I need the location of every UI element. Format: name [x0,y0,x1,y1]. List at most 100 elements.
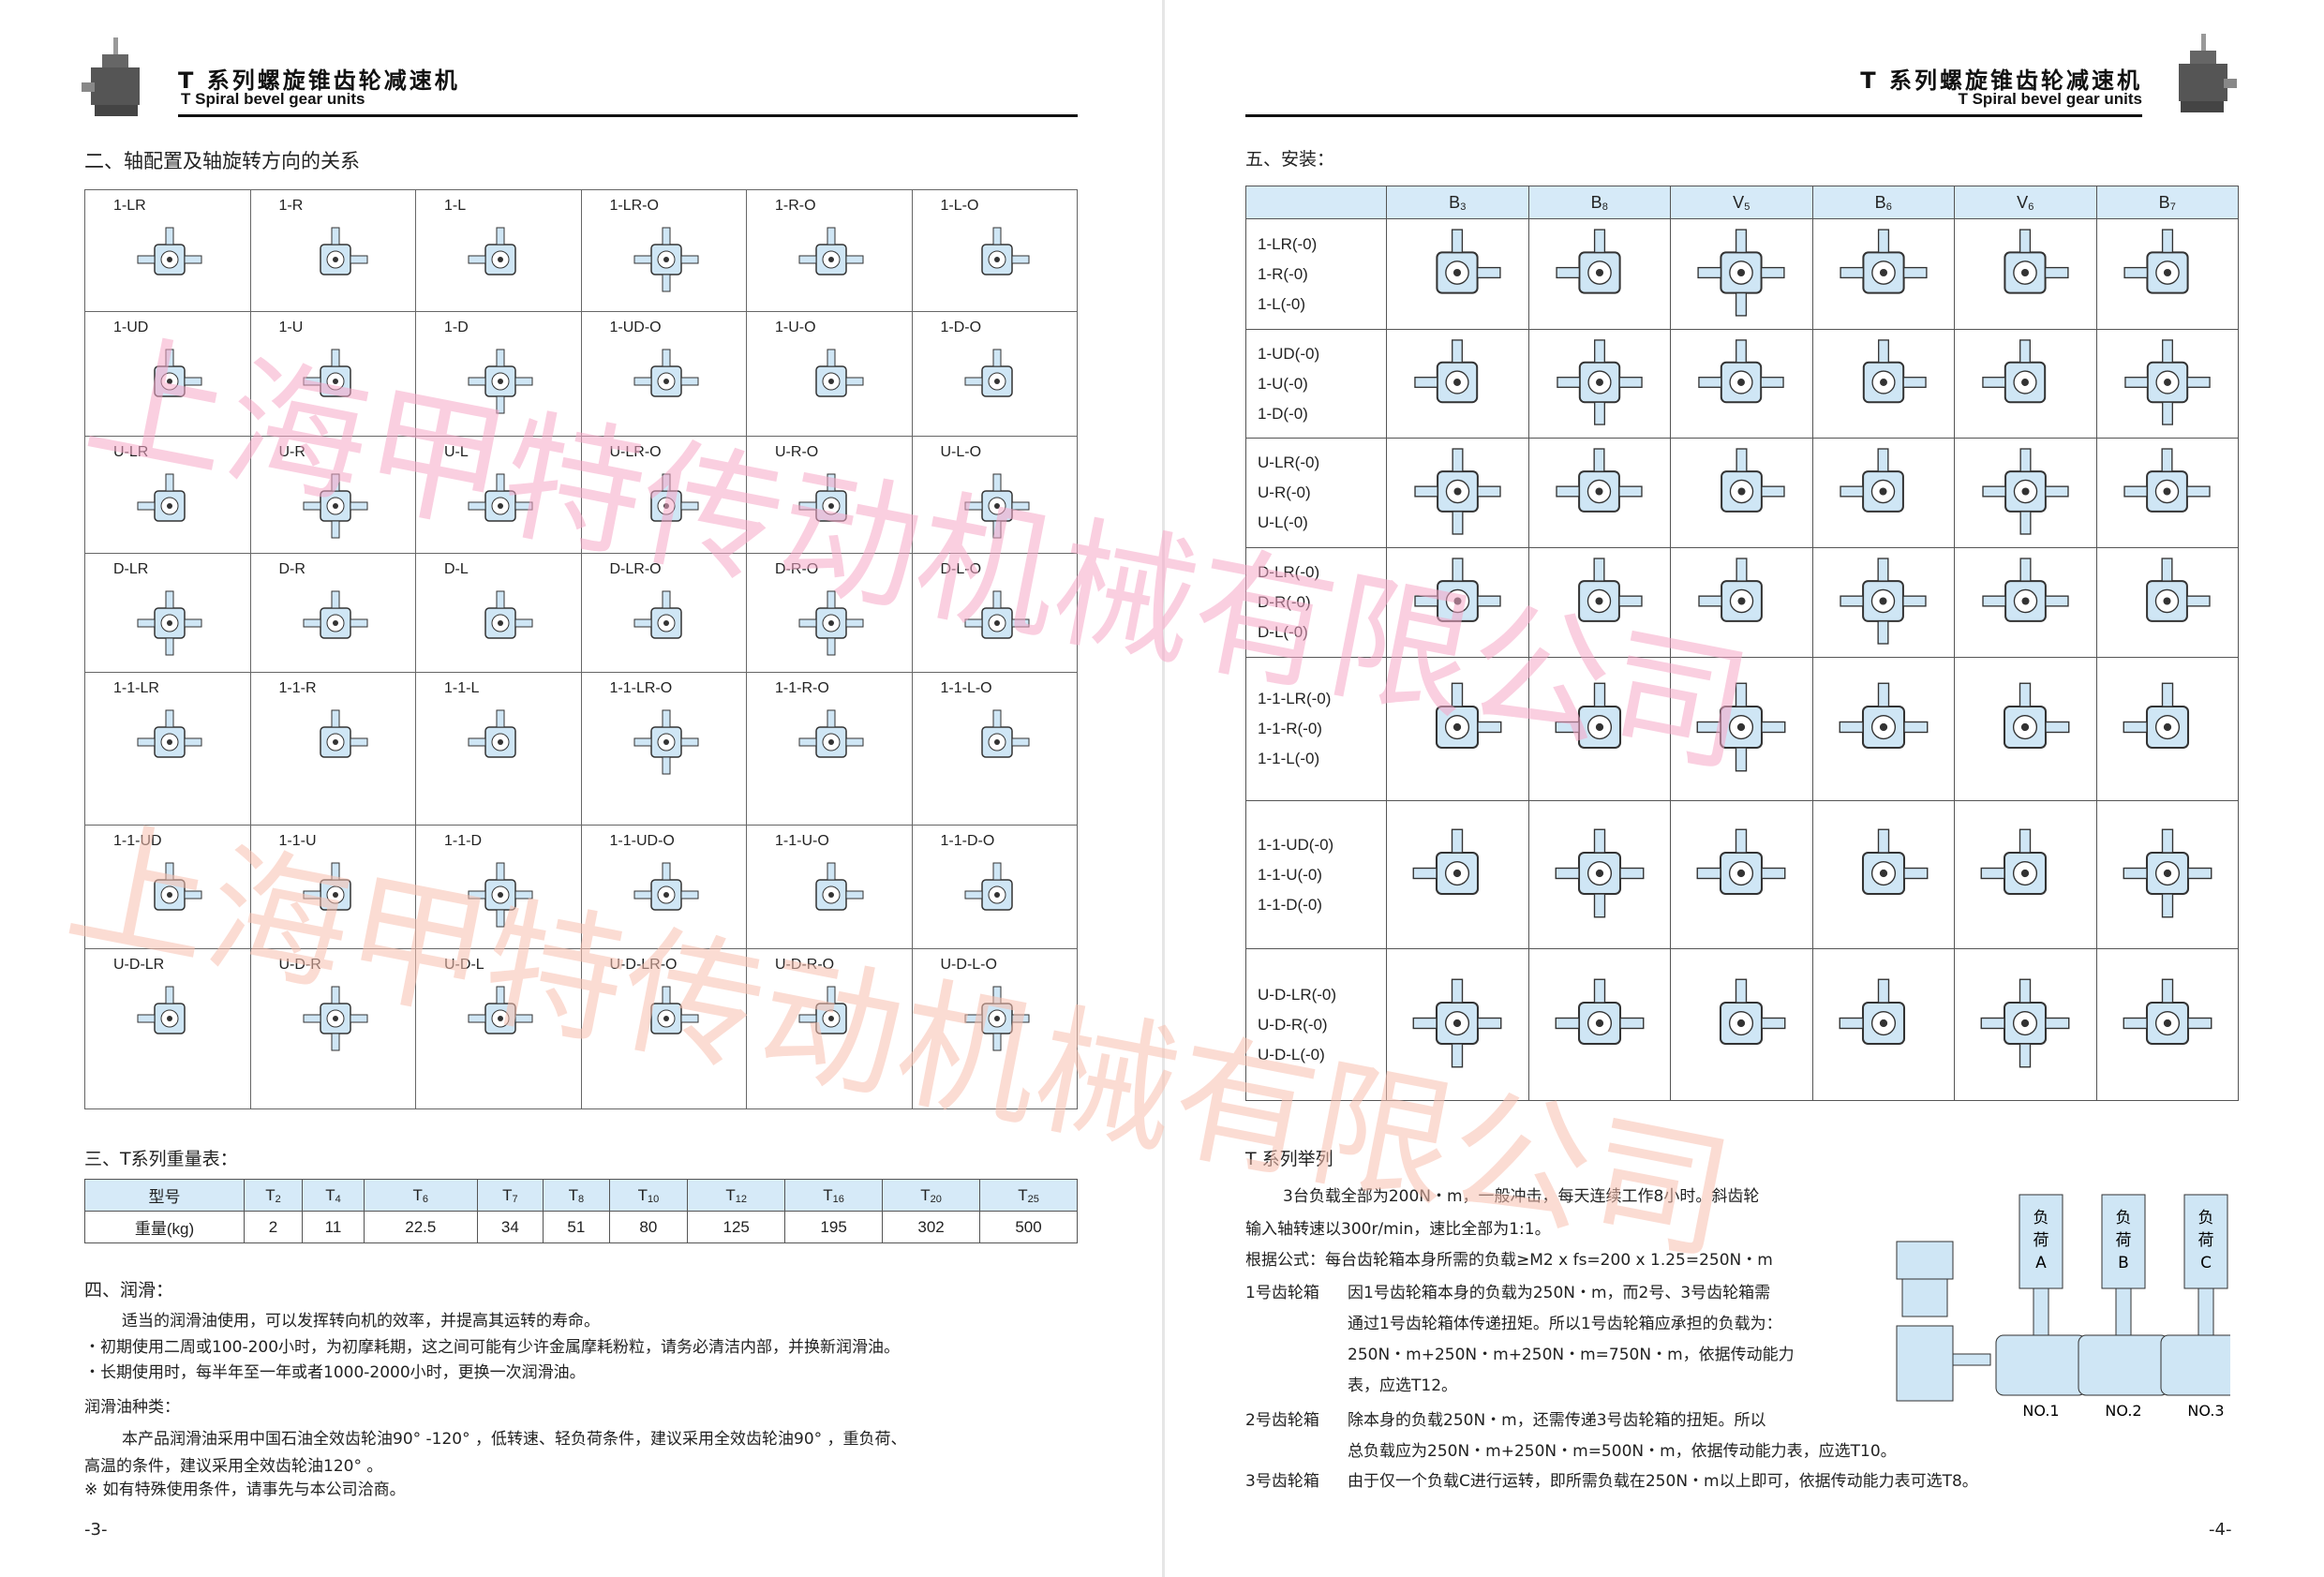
lube-line: 适当的润滑油使用，可以发挥转向机的效率，并提高其运转的寿命。 [122,1312,600,1331]
weight-cell: 302 [882,1211,981,1243]
gear-unit-icon [633,862,698,911]
config-cell: 1-1-R [249,672,416,826]
model-cell: T12 [687,1179,786,1212]
gear-unit-icon [319,227,367,275]
model-cell: T7 [476,1179,544,1212]
install-cell [2095,948,2239,1101]
section3-title: 三、T系列重量表： [84,1149,238,1169]
model-sub: 25 [1027,1193,1039,1205]
config-row: 1-UD 1-U 1-D 1-UD-O 1-U-O 1-D-O [84,311,1078,437]
gear-unit-icon [815,862,864,911]
gear-unit-icon [1556,447,1643,513]
config-label: 1-LR [113,198,146,214]
config-label: 1-1-R [278,680,317,696]
config-label: 1-L-O [940,198,979,214]
install-cell [1954,657,2097,801]
config-cell: 1-L [415,189,582,312]
config-cell: 1-LR-O [580,189,747,312]
gear-unit-icon [1982,447,2069,535]
config-label: 1-1-R-O [775,680,829,696]
config-row: U-LR U-R U-L U-LR-O U-R-O U-L-O [84,436,1078,554]
install-row: 1-LR(-0) 1-R(-0) 1-L(-0) [1245,218,2239,330]
gearbox-line: 250N・m+250N・m+250N・m=750N・m，依据传动能力 [1348,1346,1795,1364]
config-label: U-R [278,444,305,460]
weight-table: 型号 T2 T4 T6 T7 T8 T10 T12 T16 T20 T25 重量(kg) 2 11 22.5… [84,1179,1078,1243]
gearbox-unit [2160,1334,2230,1396]
install-cell [1954,800,2097,949]
gear-unit-icon [1436,228,1501,294]
gearbox-line: 由于仅一个负载C进行运转，即所需负载在250N・m以上即可，依据传动能力表可选T… [1348,1472,1978,1491]
config-cell: 1-1-UD [84,825,251,949]
gearbox-line: 因1号齿轮箱本身的负载为250N・m，而2号、3号齿轮箱需 [1348,1284,1771,1302]
drive-arrangement-diagram: 负荷 A NO.1 负荷 B NO.2 负荷 C NO.3 [1896,1194,2230,1420]
install-label-cell: 1-1-LR(-0) 1-1-R(-0) 1-1-L(-0) [1245,657,1387,801]
mount-sub: 5 [1744,201,1750,213]
config-cell: 1-UD [84,311,251,437]
model-main: T [325,1185,335,1204]
install-label: 1-1-UD(-0) [1258,835,1334,854]
gear-unit-icon [1412,828,1480,895]
install-label-cell: D-LR(-0) D-R(-0) D-L(-0) [1245,547,1387,658]
install-cell [1811,948,1955,1101]
weight-header: 重量(kg) [84,1211,245,1243]
gear-unit-icon [1436,682,1502,750]
config-label: 1-1-U [278,833,317,849]
mount-header: B7 [2095,186,2239,219]
model-main: T [502,1185,513,1204]
gear-unit-icon [2146,557,2211,622]
gear-unit-icon [2004,228,2069,294]
gear-unit-icon [649,986,698,1034]
config-cell: U-D-R-O [746,948,913,1109]
model-cell: T20 [882,1179,981,1212]
gear-unit-icon [798,473,847,522]
gear-unit-icon [1557,338,1643,425]
header-title-cn: T 系列螺旋锥齿轮减速机 [1860,67,2142,94]
model-sub: 12 [735,1193,747,1205]
page-number: -4- [2209,1520,2232,1540]
config-label: 1-1-U-O [775,833,829,849]
gearbox-unit [1995,1334,2087,1396]
mount-sub: 8 [1601,201,1608,213]
gear-unit-icon [980,227,1029,275]
install-label-cell: U-LR(-0) U-R(-0) U-L(-0) [1245,438,1387,548]
model-header: 型号 [84,1179,245,1212]
install-row: U-D-LR(-0) U-D-R(-0) U-D-L(-0) [1245,948,2239,1101]
model-main: T [823,1185,833,1204]
config-label: 1-1-L [444,680,480,696]
config-label: 1-R [278,198,304,214]
mount-header: V6 [1954,186,2097,219]
gear-unit-icon [154,349,202,397]
gear-unit-icon [633,349,698,397]
install-cell [1670,547,1813,658]
weight-cell: 125 [687,1211,786,1243]
gear-unit-icon [468,862,533,928]
config-cell: 1-1-L-O [911,672,1078,826]
install-cell [1670,218,1813,330]
model-sub: 8 [577,1193,585,1205]
gear-unit-icon [815,349,864,397]
gear-unit-icon [633,227,698,292]
gear-unit-icon [468,227,516,275]
gear-unit-icon [2123,828,2212,917]
gear-unit-icon [633,709,698,775]
install-label: 1-U(-0) [1258,374,1308,393]
install-cell [1811,438,1955,548]
gear-unit-icon [964,986,1029,1051]
gear-unit-icon [798,590,864,656]
gear-unit-icon [2123,447,2211,513]
gear-unit-icon [468,349,533,414]
load-label: 负荷 B [2116,1209,2132,1272]
header-rule [178,114,1078,117]
gearbox-line: 通过1号齿轮箱体传递扭矩。所以1号齿轮箱应承担的负载为： [1348,1315,1782,1333]
config-label: U-D-L-O [940,957,997,973]
model-sub: 2 [275,1193,281,1205]
model-cell: T16 [784,1179,884,1212]
mount-main: B [1449,192,1461,212]
section4-title: 四、润滑： [84,1280,174,1301]
mount-sub: 6 [2028,201,2034,213]
config-cell: 1-1-D-O [911,825,1078,949]
gear-unit-icon [1982,557,2069,622]
gear-unit-icon [303,590,367,639]
unit-label: NO.1 [2022,1402,2059,1420]
config-label: U-D-R [278,957,321,973]
